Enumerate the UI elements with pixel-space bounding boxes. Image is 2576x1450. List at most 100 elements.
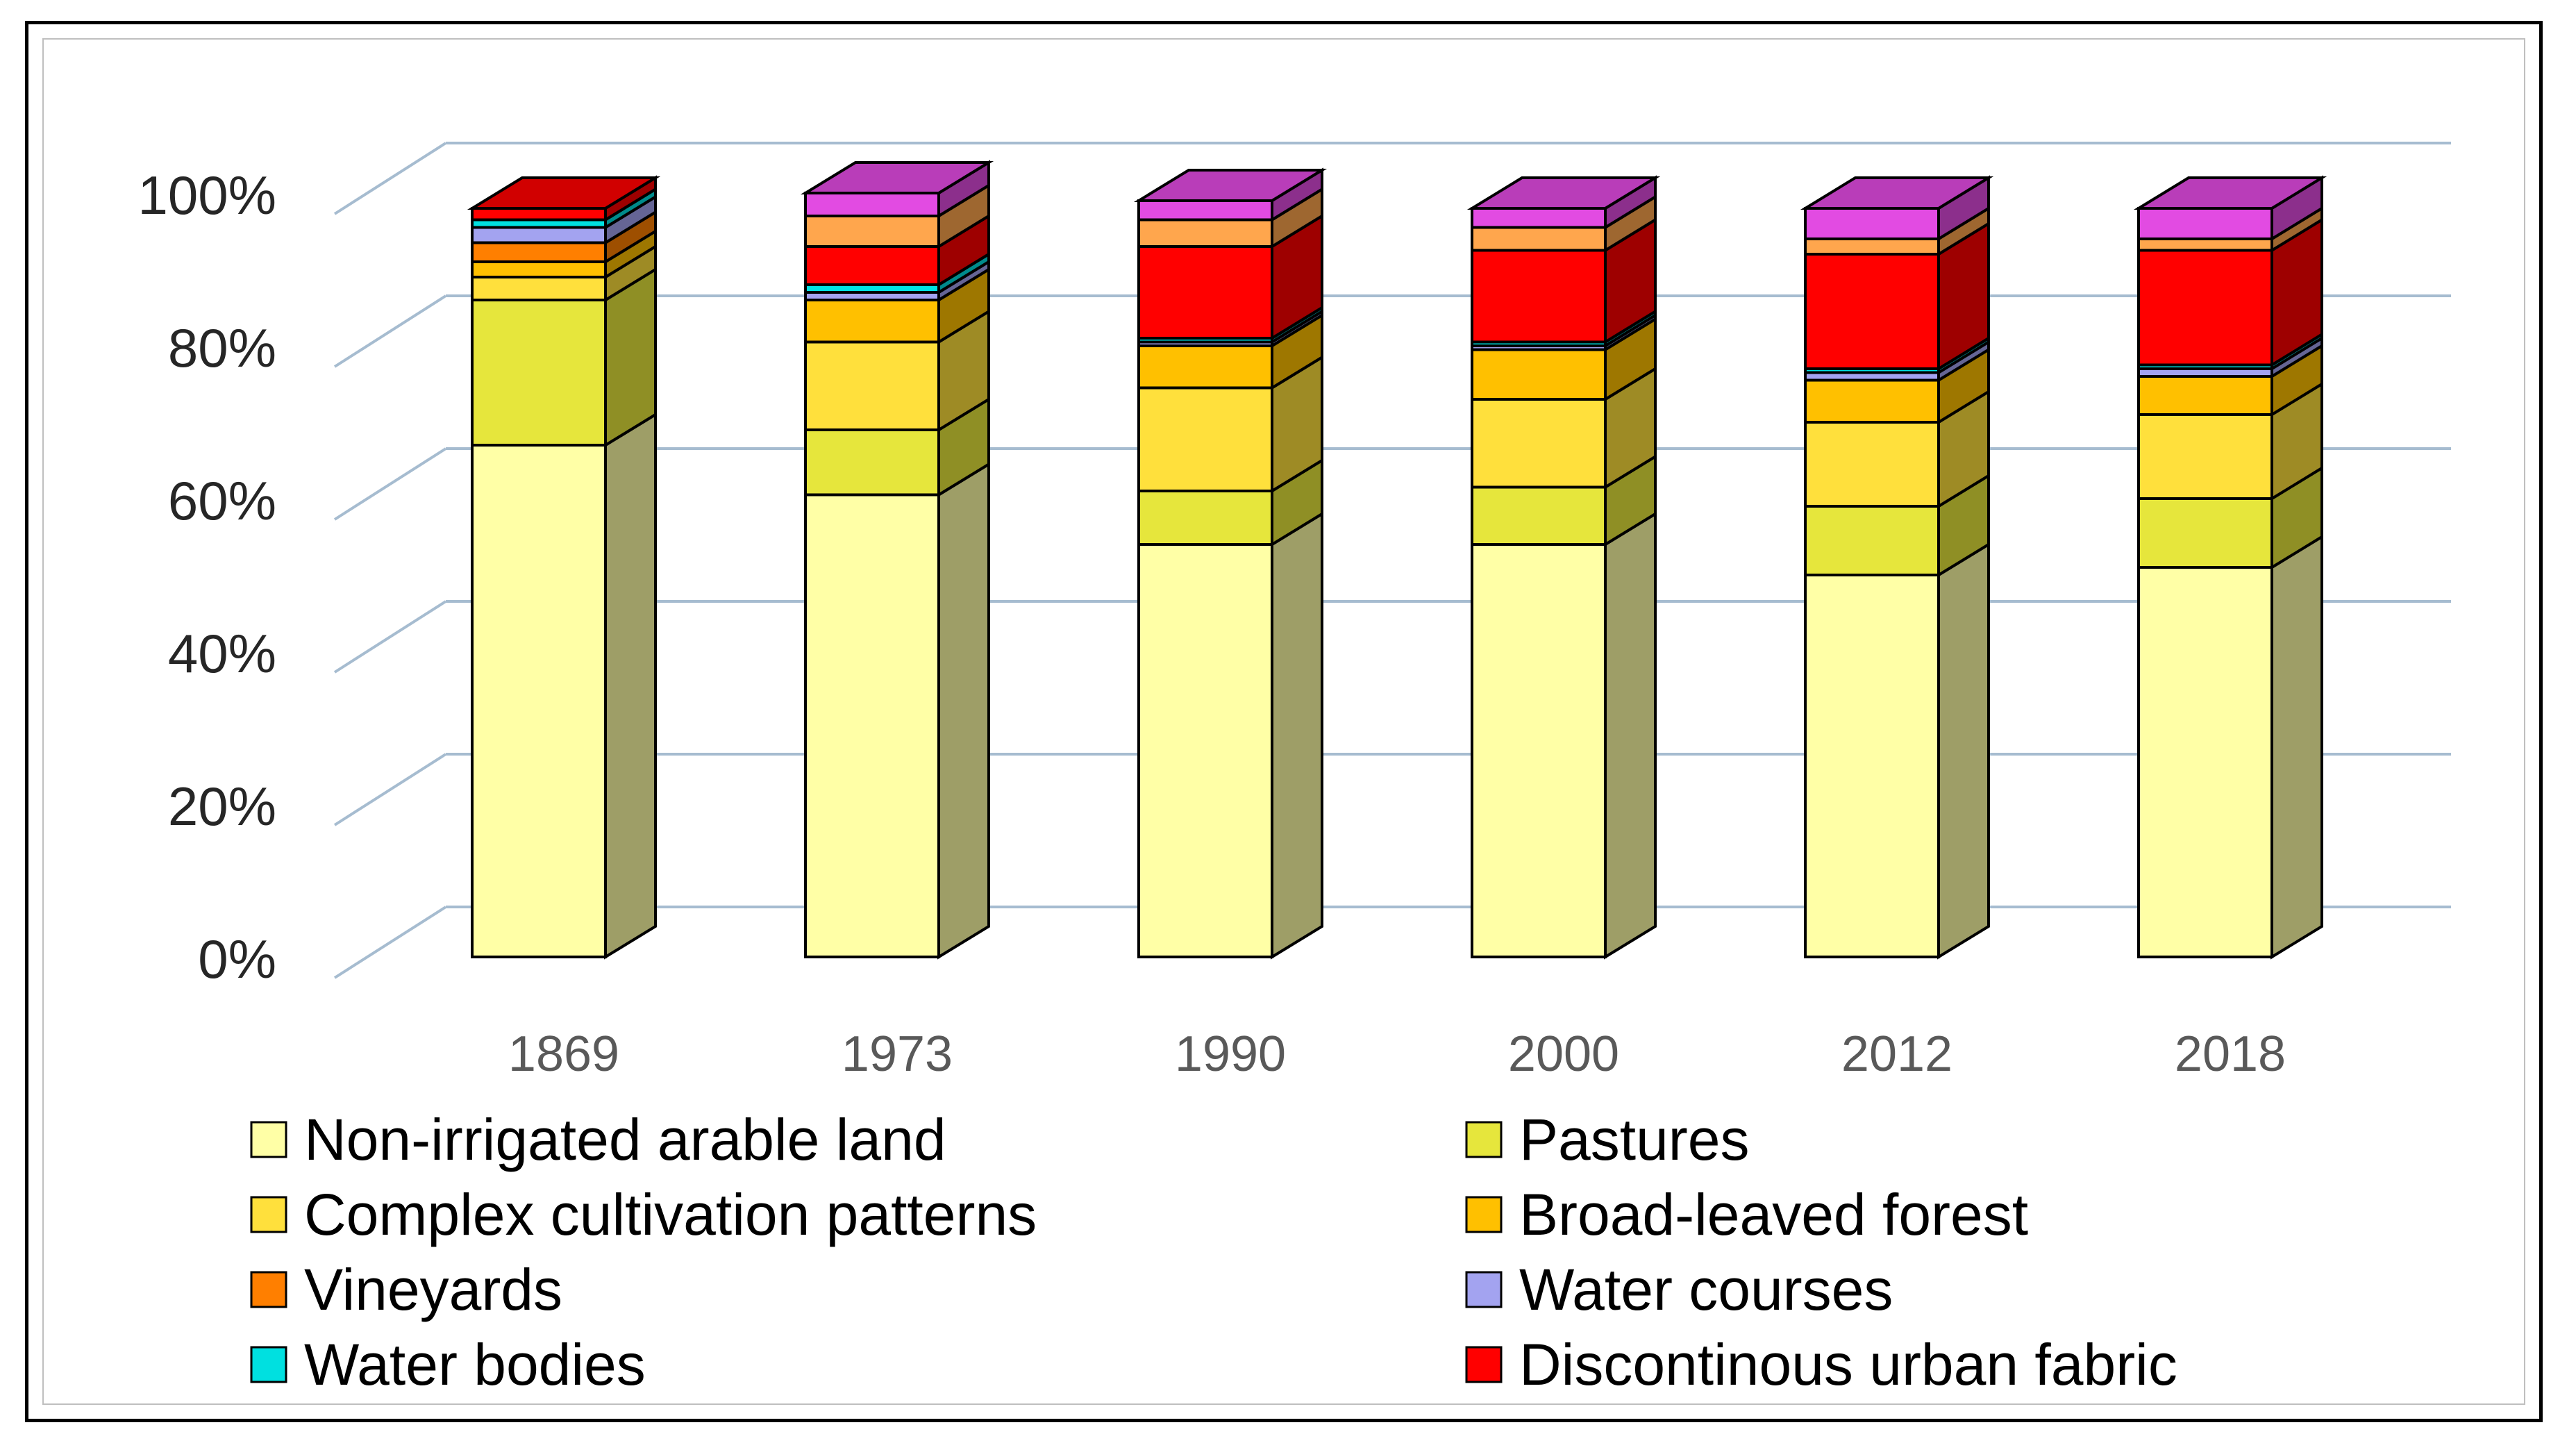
gridline-diagonal — [333, 753, 447, 826]
legend-item: Vineyards — [250, 1257, 562, 1322]
legend-label: Vineyards — [304, 1257, 562, 1322]
bar-segment — [1804, 389, 1990, 509]
bar-segment-front — [1804, 378, 1940, 424]
bar-segment-top — [1133, 169, 1328, 202]
legend-item: Discontinous urban fabric — [1465, 1332, 2177, 1397]
bar-segment-front — [471, 444, 607, 958]
bar-segment-front — [1471, 348, 1607, 401]
bar-segment-top — [467, 176, 661, 210]
x-axis-ticks: 1869 1973 1990 2000 2012 2018 — [508, 1026, 2286, 1082]
bar-segment — [804, 397, 990, 498]
bar-segment — [1133, 167, 1328, 223]
legend-swatch — [250, 1271, 287, 1308]
x-tick-label: 1869 — [508, 1026, 619, 1082]
x-tick-label: 1973 — [842, 1026, 953, 1082]
bar-segment-front — [1804, 421, 1940, 508]
legend-item: Complex cultivation patterns — [250, 1182, 1037, 1247]
gridlines — [333, 142, 2451, 979]
bar-segment — [1471, 217, 1657, 345]
bar-segment-front — [804, 245, 940, 286]
bar-segment-front — [1804, 574, 1940, 958]
legend-label: Water bodies — [304, 1332, 646, 1397]
bar-segment-front — [1137, 490, 1273, 546]
legend-label: Complex cultivation patterns — [304, 1182, 1037, 1247]
bar-segment-side — [2270, 534, 2323, 960]
legend-item: Pastures — [1465, 1107, 1750, 1172]
legend-label: Water courses — [1519, 1257, 1893, 1322]
x-tick-label: 2012 — [1841, 1026, 1952, 1082]
bar-segment — [1471, 511, 1657, 960]
bar-segment — [800, 160, 994, 219]
bar-segment-front — [804, 299, 940, 344]
legend-swatch — [1465, 1346, 1503, 1383]
bar-segment-front — [2137, 413, 2273, 500]
bar-segment-front — [1137, 199, 1273, 222]
bar-segment-front — [804, 340, 940, 431]
bar-segment-front — [2137, 207, 2273, 240]
legend-label: Pastures — [1519, 1107, 1750, 1172]
bars — [467, 160, 2327, 960]
bar-segment-front — [1804, 253, 1940, 370]
bar-segment-front — [2137, 566, 2273, 958]
bar-segment — [804, 213, 990, 288]
gridline-diagonal — [333, 906, 447, 979]
bar-segment — [1471, 316, 1657, 402]
bar-segment-front — [1137, 344, 1273, 390]
bar-segment — [2137, 217, 2323, 368]
bar-segment-front — [1804, 207, 1940, 240]
bar-segment — [1471, 366, 1657, 490]
bar-segment-front — [1471, 543, 1607, 958]
bar-1973 — [800, 160, 994, 960]
bar-segment-front — [471, 207, 607, 222]
bar-segment-front — [1471, 226, 1607, 252]
y-tick-label: 80% — [168, 317, 276, 378]
bar-2000 — [1466, 175, 1661, 960]
legend-label: Discontinous urban fabric — [1519, 1332, 2177, 1397]
bar-segment-front — [1804, 505, 1940, 576]
bar-2018 — [2133, 175, 2327, 960]
bar-segment — [1800, 175, 1994, 242]
gridline-diagonal — [333, 294, 447, 368]
bar-segment — [1466, 175, 1661, 231]
y-axis-ticks: 0% 20% 40% 60% 80% 100% — [138, 165, 277, 990]
bar-segment-front — [471, 241, 607, 263]
bar-segment — [1804, 542, 1990, 960]
bar-segment-top — [1466, 176, 1661, 210]
x-tick-label: 1990 — [1175, 1026, 1286, 1082]
bar-segment — [804, 267, 990, 345]
bar-segment-side — [1271, 511, 1323, 960]
legend-swatch — [250, 1196, 287, 1233]
legend: Non-irrigated arable land Pastures Complex… — [250, 1107, 2177, 1397]
bar-segment-front — [2137, 497, 2273, 569]
bar-2012 — [1800, 175, 1994, 960]
legend-item: Water bodies — [250, 1332, 646, 1397]
bar-segment-front — [1471, 398, 1607, 489]
bar-segment-side — [604, 412, 657, 960]
bar-segment-top — [2133, 176, 2327, 210]
legend-item: Non-irrigated arable land — [250, 1107, 946, 1172]
legend-label: Broad-leaved forest — [1519, 1182, 2028, 1247]
bar-segment-front — [2137, 249, 2273, 367]
x-tick-label: 2000 — [1508, 1026, 1619, 1082]
bar-1990 — [1133, 167, 1328, 960]
gridline-diagonal — [333, 142, 447, 215]
bar-segment-front — [1137, 245, 1273, 340]
bar-segment-top — [1800, 176, 1994, 210]
bar-segment-front — [1137, 218, 1273, 248]
gridline-diagonal — [333, 600, 447, 674]
chart-area-border — [42, 38, 2525, 1405]
bar-segment — [1137, 213, 1323, 341]
bar-segment — [804, 461, 990, 960]
bar-segment-front — [804, 428, 940, 497]
y-tick-label: 40% — [168, 623, 276, 684]
bar-segment-front — [804, 215, 940, 248]
bar-segment-front — [1804, 238, 1940, 256]
bar-segment-top — [800, 161, 994, 194]
bar-segment — [2137, 534, 2323, 960]
bar-segment-front — [1137, 386, 1273, 492]
bar-segment — [471, 267, 657, 448]
bar-segment-front — [1471, 485, 1607, 546]
bar-segment-front — [471, 260, 607, 278]
x-tick-label: 2018 — [2175, 1026, 2286, 1082]
